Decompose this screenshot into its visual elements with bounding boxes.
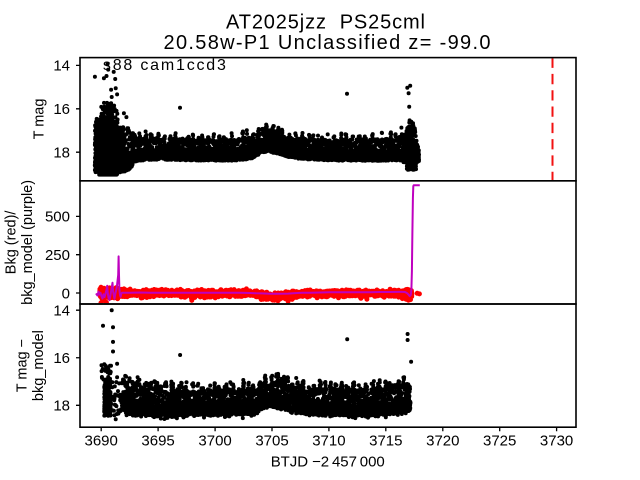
svg-text:T mag −: T mag − (15, 339, 31, 392)
svg-text:14: 14 (53, 303, 70, 320)
svg-text:3690: 3690 (85, 433, 118, 450)
svg-text:3720: 3720 (426, 433, 459, 450)
svg-text:3730: 3730 (540, 433, 573, 450)
svg-text:500: 500 (45, 209, 70, 226)
svg-text:Bkg (red)/: Bkg (red)/ (3, 210, 19, 275)
svg-text:3695: 3695 (141, 433, 174, 450)
svg-text:250: 250 (45, 247, 70, 264)
svg-text:3710: 3710 (312, 433, 345, 450)
svg-text:0: 0 (62, 285, 70, 302)
svg-text:s88 cam1ccd3: s88 cam1ccd3 (103, 57, 226, 74)
svg-text:3705: 3705 (255, 433, 288, 450)
svg-text:3725: 3725 (483, 433, 516, 450)
svg-text:16: 16 (53, 101, 70, 118)
svg-text:18: 18 (53, 398, 70, 415)
svg-text:18: 18 (53, 145, 70, 162)
svg-text:14: 14 (53, 58, 70, 75)
svg-text:bkg_model (purple): bkg_model (purple) (20, 180, 36, 305)
svg-text:BTJD −2 457 000: BTJD −2 457 000 (271, 454, 385, 471)
svg-text:AT2025jzz PS25cml: AT2025jzz PS25cml (226, 12, 425, 34)
svg-text:20.58w-P1 Unclassified z= -99.: 20.58w-P1 Unclassified z= -99.0 (164, 32, 491, 54)
svg-text:3715: 3715 (369, 433, 402, 450)
svg-text:3700: 3700 (198, 433, 231, 450)
svg-text:16: 16 (53, 350, 70, 367)
svg-text:bkg_model: bkg_model (31, 330, 47, 401)
svg-text:T mag: T mag (31, 99, 47, 140)
